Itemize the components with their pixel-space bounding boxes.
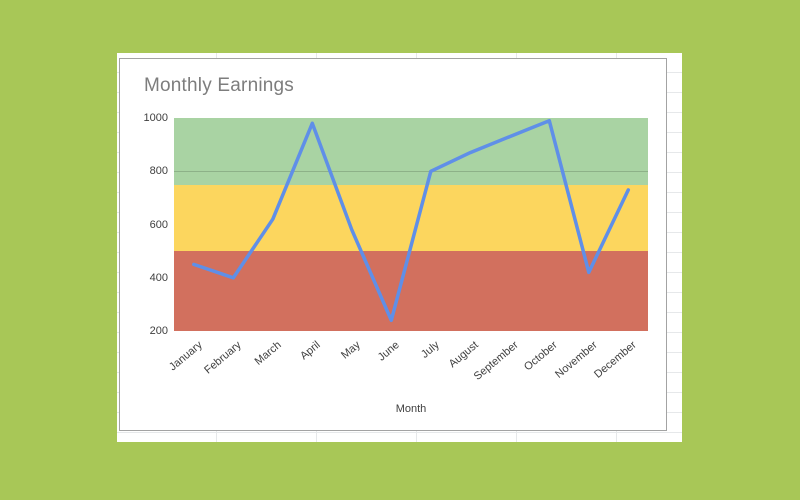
threshold-band-0 — [174, 118, 648, 185]
chart-card[interactable]: Monthly Earnings 1000 800 600 400 200 Januar… — [119, 58, 667, 431]
y-axis-tick-label: 1000 — [143, 112, 168, 124]
gridline-800 — [174, 171, 648, 173]
x-axis-title: Month — [395, 403, 427, 415]
earnings-line — [192, 118, 631, 323]
y-axis-tick-label: 200 — [149, 325, 168, 337]
line-series-svg — [192, 118, 631, 323]
threshold-band-2 — [174, 251, 648, 331]
x-axis-category-label: January — [166, 339, 205, 374]
y-axis-tick-label: 600 — [149, 218, 168, 231]
y-axis-tick-label: 800 — [149, 165, 168, 178]
y-axis-tick-label: 400 — [149, 271, 168, 284]
chart-title: Monthly Earnings — [144, 75, 294, 96]
plot-area — [174, 118, 648, 331]
